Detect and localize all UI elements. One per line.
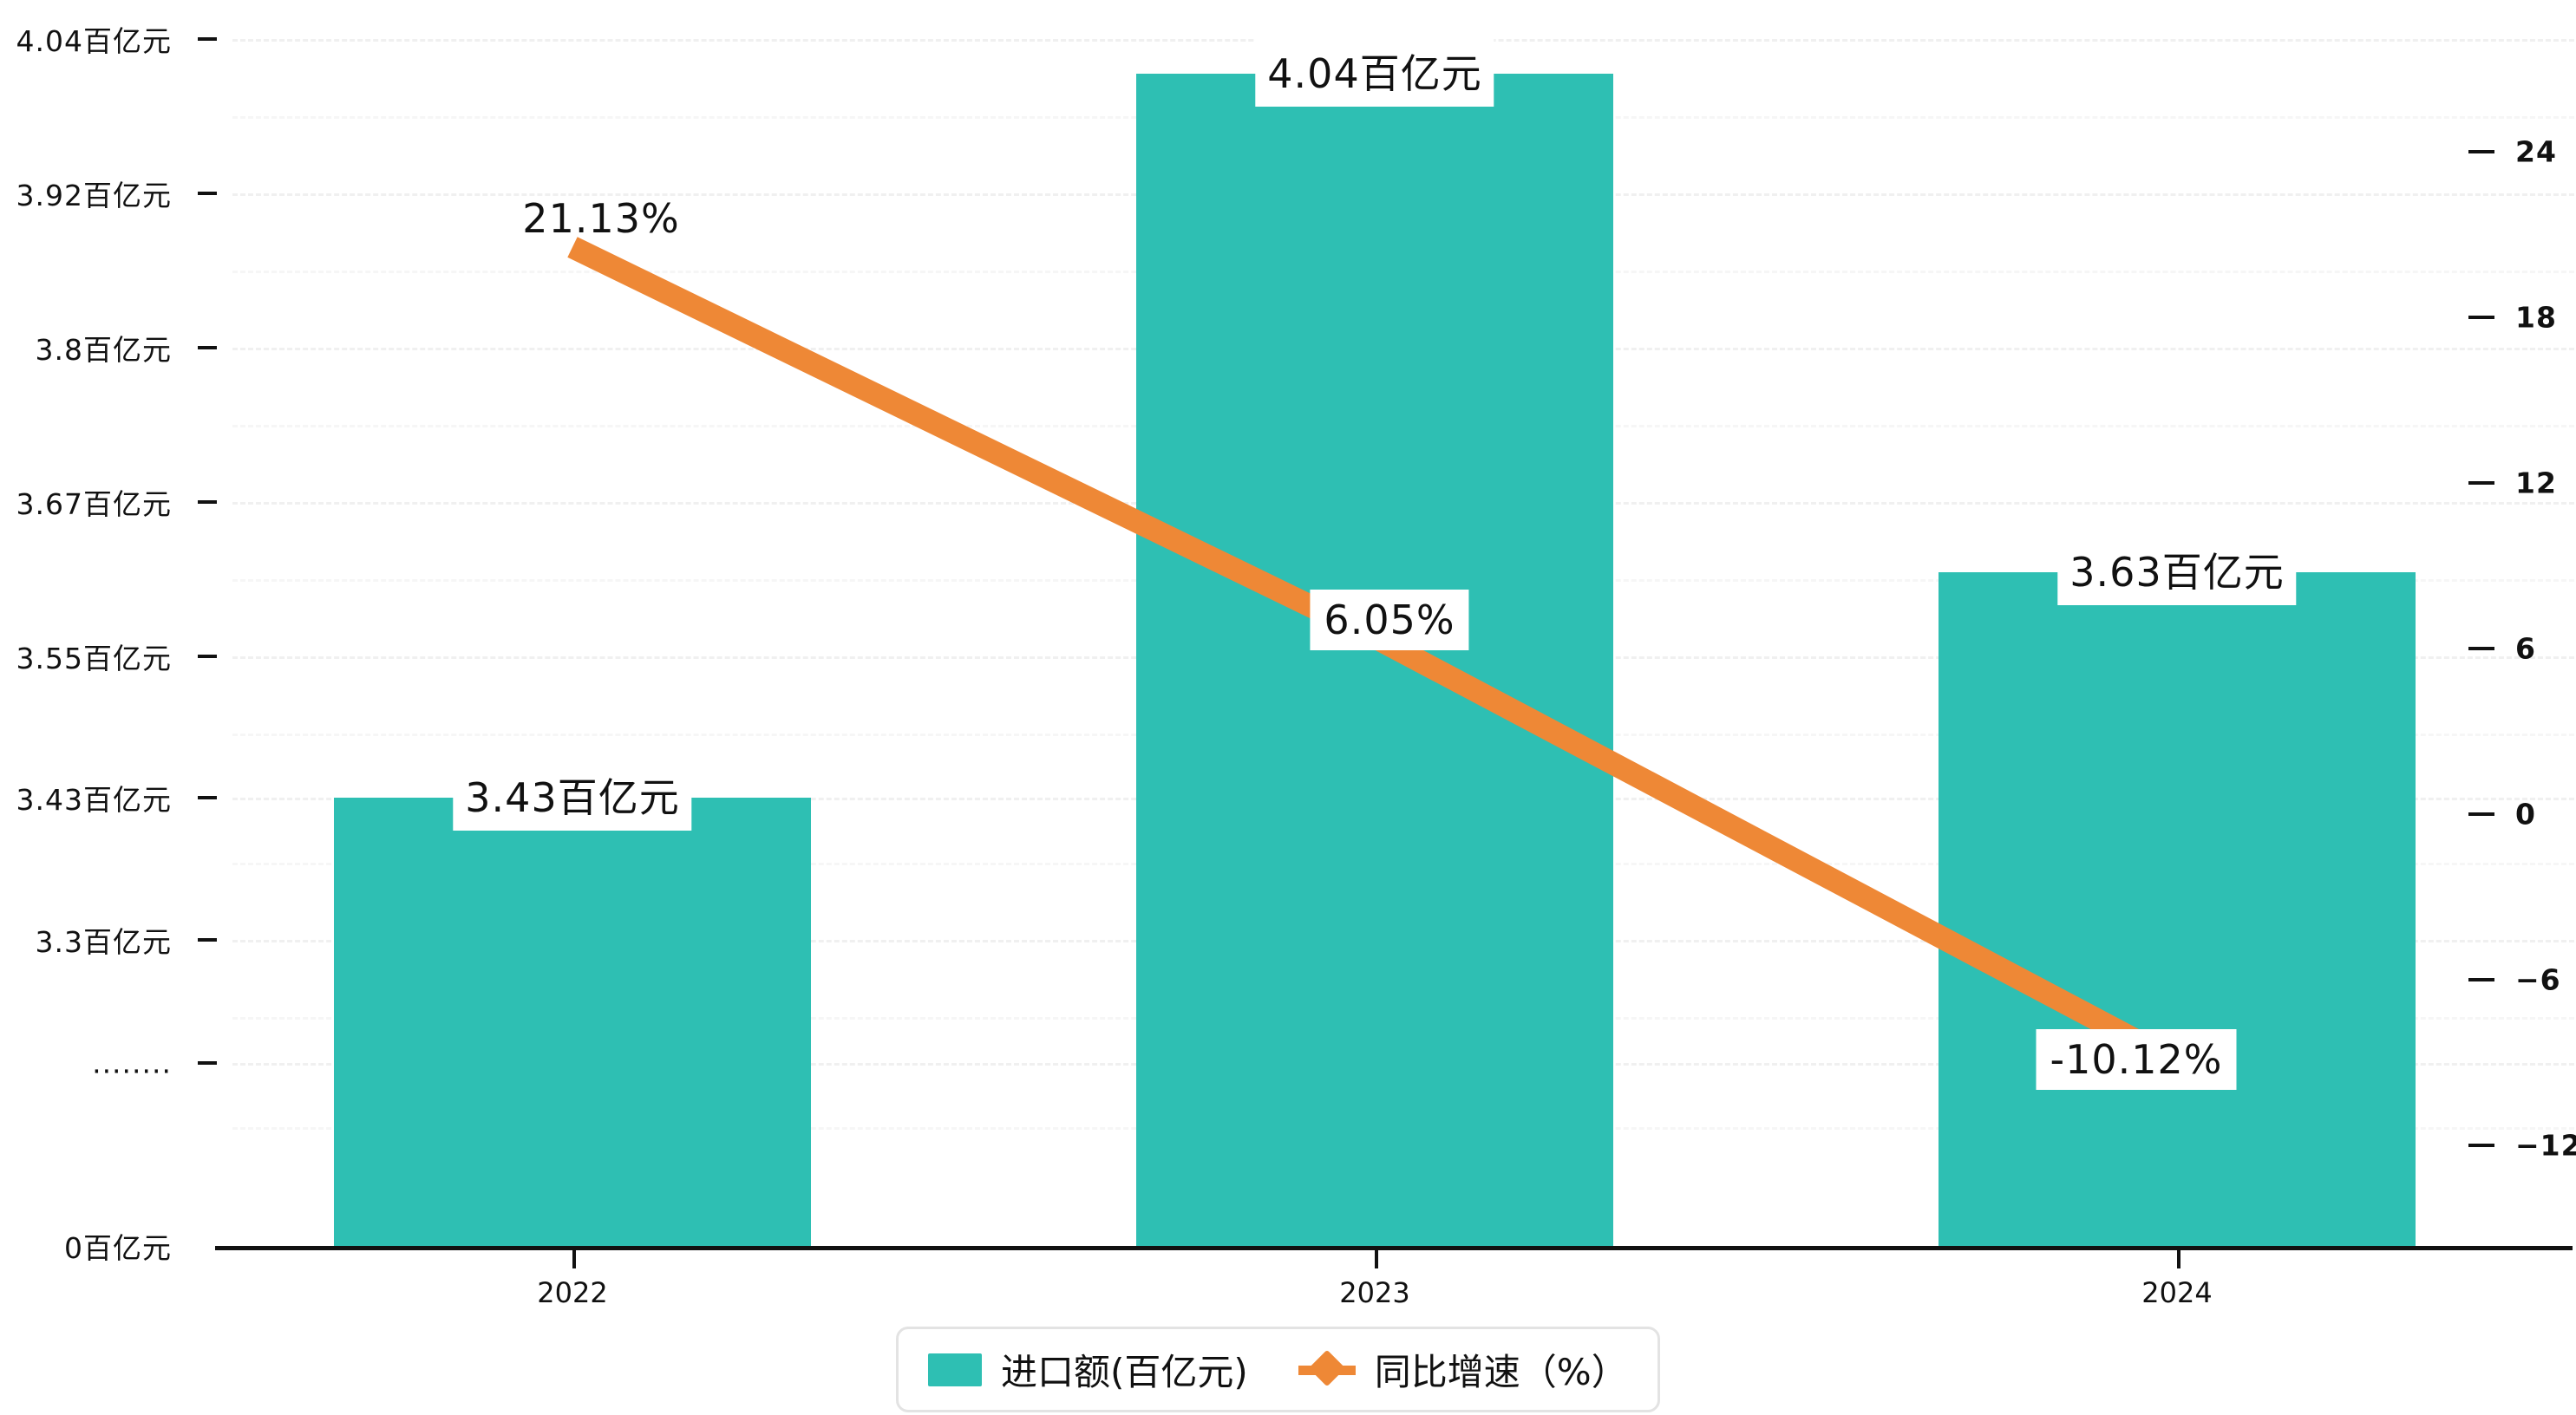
y-tick-left — [198, 938, 217, 942]
y-tick-right — [2468, 978, 2494, 981]
y-axis-label-right: 0 — [2515, 797, 2536, 831]
y-axis-label-left-truncated: ........ — [92, 1046, 172, 1080]
x-axis-label-2023: 2023 — [1339, 1276, 1410, 1309]
bar-2022[interactable] — [334, 798, 811, 1246]
bar-value-label-2023: 4.04百亿元 — [1255, 39, 1494, 107]
y-tick-right — [2468, 812, 2494, 816]
y-axis-label-right: −12 — [2515, 1128, 2576, 1163]
y-axis-label-left: 3.92百亿元 — [16, 179, 172, 212]
y-tick-right — [2468, 316, 2494, 319]
y-tick-right — [2468, 647, 2494, 650]
y-axis-label-right: 6 — [2515, 631, 2536, 666]
y-axis-label-right: −6 — [2515, 962, 2561, 997]
y-tick-left — [198, 655, 217, 658]
y-axis-label-left: 3.3百亿元 — [35, 925, 172, 959]
y-axis-label-left: 3.43百亿元 — [16, 783, 172, 817]
bar-swatch-icon — [928, 1353, 982, 1386]
bar-value-label-2022: 3.43百亿元 — [453, 763, 692, 831]
chart-legend: 进口额(百亿元) 同比增速（%） — [896, 1327, 1660, 1412]
legend-label-growth-rate: 同比增速（%） — [1374, 1351, 1628, 1393]
y-tick-left — [198, 500, 217, 504]
y-axis-label-left-zero: 0百亿元 — [64, 1231, 172, 1265]
x-axis-label-2022: 2022 — [537, 1276, 608, 1309]
legend-label-import-amount: 进口额(百亿元) — [1001, 1351, 1248, 1393]
x-tick — [572, 1246, 576, 1268]
legend-item-import-amount[interactable]: 进口额(百亿元) — [928, 1343, 1248, 1396]
y-axis-label-right: 24 — [2515, 134, 2557, 169]
line-value-label-2024: -10.12% — [2036, 1029, 2237, 1090]
legend-item-growth-rate[interactable]: 同比增速（%） — [1298, 1343, 1628, 1396]
y-axis-label-left: 3.55百亿元 — [16, 642, 172, 675]
y-tick-left — [198, 346, 217, 349]
y-axis-label-right: 12 — [2515, 466, 2557, 500]
y-axis-label-left: 3.8百亿元 — [35, 333, 172, 367]
y-tick-left — [198, 796, 217, 799]
bar-2023[interactable] — [1136, 74, 1613, 1246]
y-tick-left — [198, 192, 217, 195]
bar-2024[interactable] — [1939, 572, 2416, 1246]
bar-value-label-2024: 3.63百亿元 — [2057, 538, 2297, 605]
y-axis-label-left: 4.04百亿元 — [16, 24, 172, 58]
diamond-marker-icon — [1308, 1349, 1345, 1386]
y-axis-label-right: 18 — [2515, 300, 2557, 335]
x-axis-line — [215, 1246, 2573, 1250]
y-tick-right — [2468, 1144, 2494, 1147]
y-tick-left — [198, 1061, 217, 1065]
y-tick-left — [198, 37, 217, 41]
line-value-label-2023: 6.05% — [1310, 590, 1469, 650]
x-tick — [2177, 1246, 2180, 1268]
x-axis-label-2024: 2024 — [2141, 1276, 2213, 1309]
y-tick-right — [2468, 150, 2494, 153]
y-axis-label-left: 3.67百亿元 — [16, 487, 172, 521]
y-tick-right — [2468, 481, 2494, 485]
line-value-label-2022: 21.13% — [522, 195, 680, 242]
line-diamond-icon — [1298, 1349, 1356, 1386]
x-tick — [1375, 1246, 1378, 1268]
